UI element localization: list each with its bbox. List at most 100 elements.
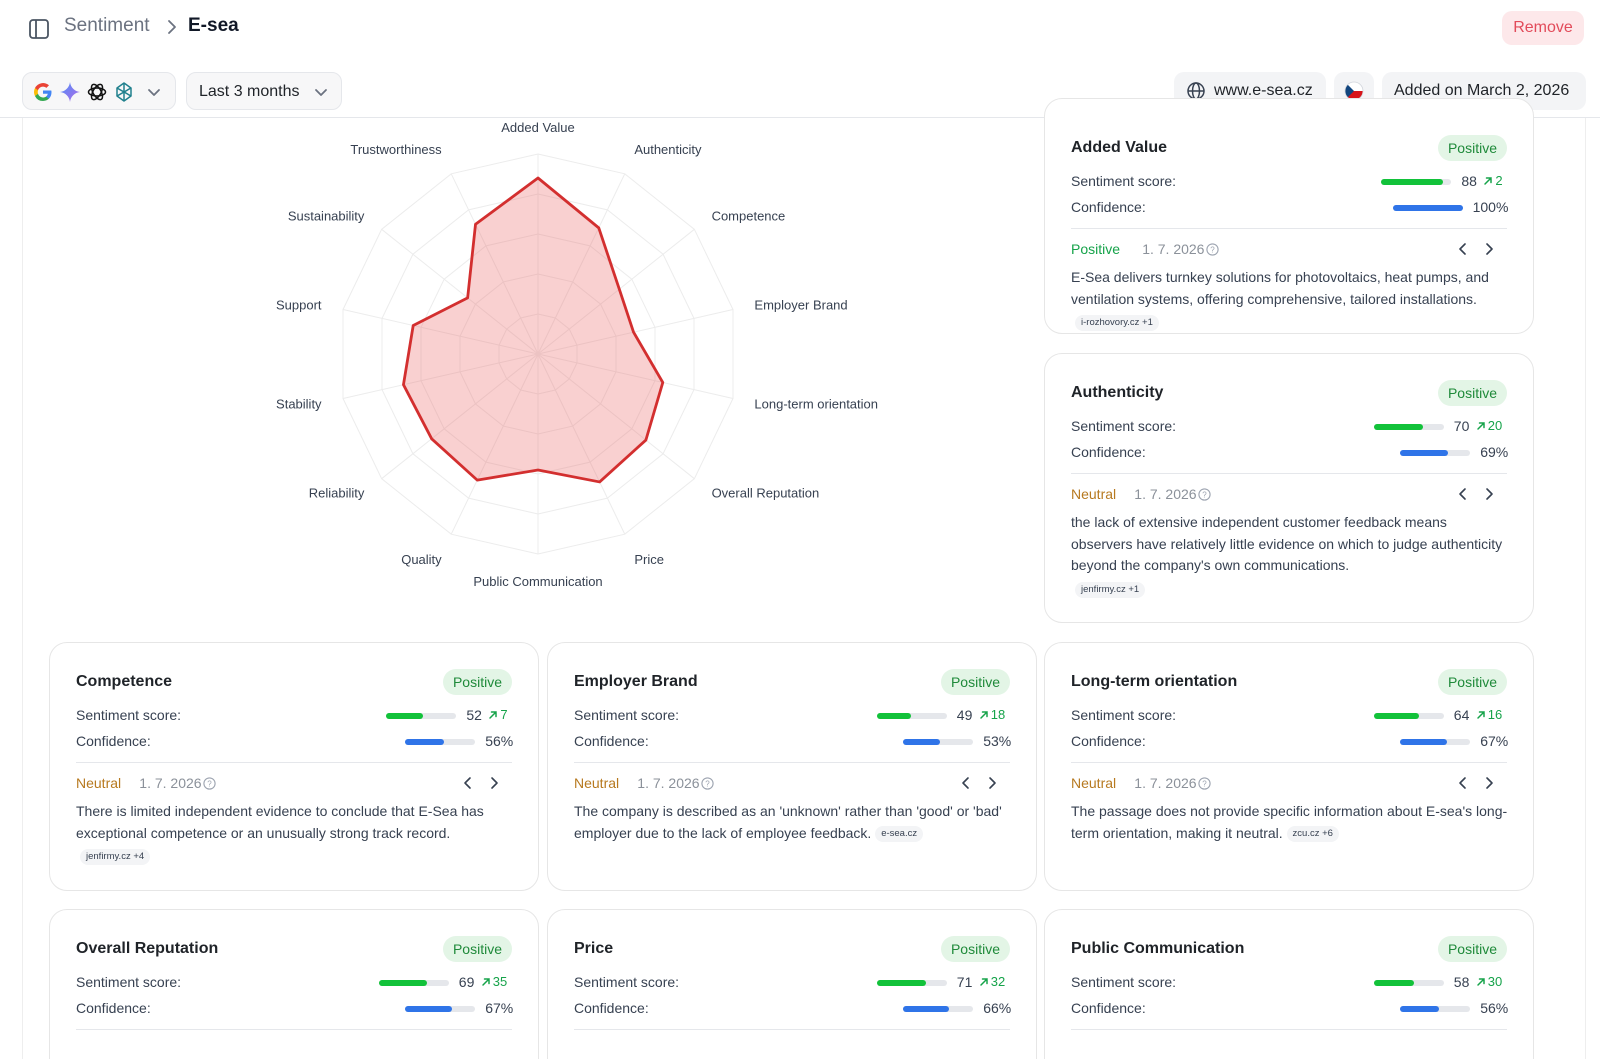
previous-entry-icon[interactable] (1455, 241, 1471, 257)
radar-axis-label: Quality (401, 552, 442, 567)
perplexity-icon (116, 82, 132, 102)
sentiment-score-fill (1373, 424, 1423, 430)
confidence-fill (405, 739, 445, 745)
radar-spoke (342, 309, 539, 355)
radar-axis-label: Authenticity (634, 142, 702, 157)
model-picker[interactable] (22, 72, 176, 110)
next-entry-icon[interactable] (984, 775, 1000, 791)
confidence-bar (1400, 450, 1471, 456)
next-entry-icon[interactable] (1481, 775, 1497, 791)
verdict-label: Positive (1071, 241, 1121, 257)
sentiment-score-fill (876, 980, 927, 986)
source-chip[interactable]: zcu.cz +6 (1286, 825, 1339, 842)
confidence-bar (1392, 205, 1463, 211)
trend-up-icon (1484, 177, 1493, 185)
status-badge: Positive (442, 669, 512, 695)
sentiment-card-public-communication: Public Communication Positive Sentiment sc… (1044, 909, 1534, 1059)
previous-entry-icon[interactable] (1455, 486, 1471, 502)
card-divider (76, 1029, 512, 1030)
source-chip[interactable]: i-rozhovory.cz +1 (1075, 315, 1159, 331)
next-entry-icon[interactable] (1481, 486, 1497, 502)
sentiment-score-fill (1373, 980, 1415, 986)
radar-spoke (537, 353, 626, 535)
card-divider (1071, 1029, 1507, 1030)
confidence-value: 100% (1472, 199, 1509, 215)
score-delta: 32 (990, 974, 1006, 989)
help-icon[interactable]: ? (1198, 488, 1211, 501)
help-icon[interactable]: ? (203, 777, 216, 790)
status-badge: Positive (940, 936, 1010, 962)
svg-text:?: ? (1203, 491, 1208, 500)
sentiment-score-value: 49 (956, 707, 973, 723)
help-icon[interactable]: ? (1206, 243, 1219, 256)
date-range-select[interactable]: Last 3 months (186, 72, 342, 110)
evidence-text-content: There is limited independent evidence to… (76, 803, 484, 841)
verdict-label: Neutral (1071, 775, 1117, 791)
trend-up-icon (482, 978, 490, 986)
confidence-label: Confidence: (1071, 733, 1146, 749)
source-chip[interactable]: jenfirmy.cz +4 (80, 849, 151, 865)
sentiment-score-bar (1381, 179, 1452, 185)
confidence-fill (405, 1006, 453, 1012)
sentiment-score-value: 64 (1453, 707, 1470, 723)
sentiment-score-label: Sentiment score: (76, 707, 182, 723)
added-date-label: Added on March 2, 2026 (1394, 82, 1570, 99)
source-chip[interactable]: jenfirmy.cz +1 (1075, 581, 1146, 598)
content-area: Added Value Authenticity Competence Employe… (22, 98, 1586, 1059)
website-label: www.e-sea.cz (1214, 82, 1313, 99)
evidence-text-content: The passage does not provide specific in… (1071, 803, 1508, 841)
score-delta: 35 (492, 974, 508, 989)
confidence-bar (405, 1006, 476, 1012)
radar-chart: Added Value Authenticity Competence Employe… (276, 120, 878, 589)
confidence-fill (1392, 205, 1463, 211)
confidence-fill (1400, 739, 1448, 745)
sentiment-score-label: Sentiment score: (1071, 173, 1177, 189)
evidence-text: the lack of extensive independent custom… (1071, 512, 1511, 577)
breadcrumb-parent[interactable]: Sentiment (64, 15, 150, 36)
sentiment-card-added-value: Added Value Positive Sentiment score: 88 2 Co… (1044, 98, 1534, 334)
svg-text:?: ? (1210, 246, 1215, 255)
sentiment-score-bar (386, 713, 457, 719)
next-entry-icon[interactable] (486, 775, 502, 791)
previous-entry-icon[interactable] (958, 775, 974, 791)
radar-axis-label: Added Value (501, 120, 575, 135)
card-divider (1071, 762, 1507, 763)
remove-button[interactable]: Remove (1502, 11, 1584, 45)
score-delta: 20 (1487, 418, 1503, 433)
sentiment-score-label: Sentiment score: (1071, 418, 1177, 434)
next-entry-icon[interactable] (1481, 241, 1497, 257)
radar-axis-label: Sustainability (288, 209, 365, 224)
openai-icon (87, 83, 107, 101)
help-icon[interactable]: ? (701, 777, 714, 790)
radar-spoke (381, 228, 539, 355)
confidence-fill (903, 1006, 950, 1012)
sentiment-score-label: Sentiment score: (1071, 707, 1177, 723)
card-title: Competence (76, 673, 173, 690)
verdict-label: Neutral (76, 775, 122, 791)
entry-date: 1. 7. 2026 (1134, 775, 1197, 791)
previous-entry-icon[interactable] (460, 775, 476, 791)
sentiment-score-fill (386, 713, 423, 719)
sidebar-toggle-icon[interactable] (28, 18, 50, 40)
radar-series-area (402, 176, 665, 484)
radar-spoke (381, 353, 539, 480)
source-chip[interactable]: e-sea.cz (875, 825, 924, 842)
trend-up-icon (1477, 978, 1485, 986)
confidence-value: 67% (485, 1000, 514, 1016)
previous-entry-icon[interactable] (1455, 775, 1471, 791)
sentiment-score-bar (1373, 980, 1444, 986)
score-delta: 18 (990, 707, 1006, 722)
evidence-text-content: E-Sea delivers turnkey solutions for pho… (1071, 269, 1489, 307)
help-icon[interactable]: ? (1198, 777, 1211, 790)
radar-axis-label: Price (634, 552, 664, 567)
sentiment-score-value: 70 (1453, 418, 1470, 434)
sentiment-score-bar (876, 980, 947, 986)
radar-axis-label: Competence (712, 209, 786, 224)
confidence-label: Confidence: (574, 1000, 649, 1016)
confidence-bar (903, 739, 974, 745)
sentiment-score-label: Sentiment score: (574, 974, 680, 990)
svg-text:?: ? (208, 780, 213, 789)
gemini-icon (60, 82, 80, 102)
card-title: Long-term orientation (1071, 673, 1238, 690)
radar-axis-label: Reliability (309, 485, 365, 500)
